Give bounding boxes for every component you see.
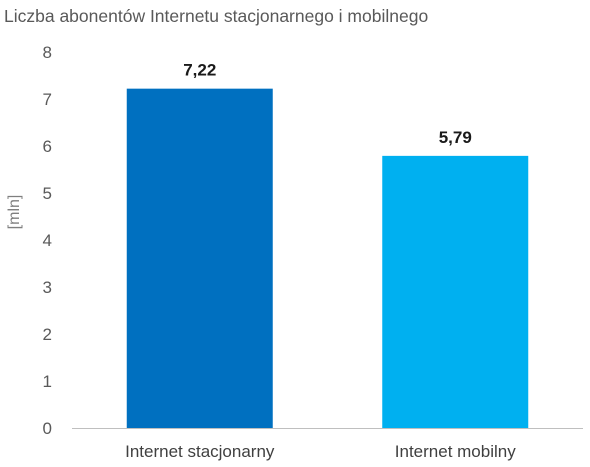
bar: [126, 88, 273, 428]
y-tick-label: 8: [43, 43, 52, 62]
chart-title: Liczba abonentów Internetu stacjonarnego…: [4, 6, 429, 26]
y-tick-label: 7: [43, 90, 52, 109]
data-label: 7,22: [183, 61, 216, 80]
y-tick-label: 2: [43, 325, 52, 344]
y-tick-label: 5: [43, 184, 52, 203]
y-tick-label: 1: [43, 372, 52, 391]
y-axis-label: [mln]: [6, 195, 23, 230]
x-category-label: Internet stacjonarny: [125, 442, 275, 461]
data-label: 5,79: [439, 128, 472, 147]
y-tick-label: 4: [43, 231, 52, 250]
x-category-label: Internet mobilny: [395, 442, 516, 461]
y-tick-label: 6: [43, 137, 52, 156]
bar: [382, 155, 529, 428]
y-tick-label: 0: [43, 419, 52, 438]
y-tick-label: 3: [43, 278, 52, 297]
